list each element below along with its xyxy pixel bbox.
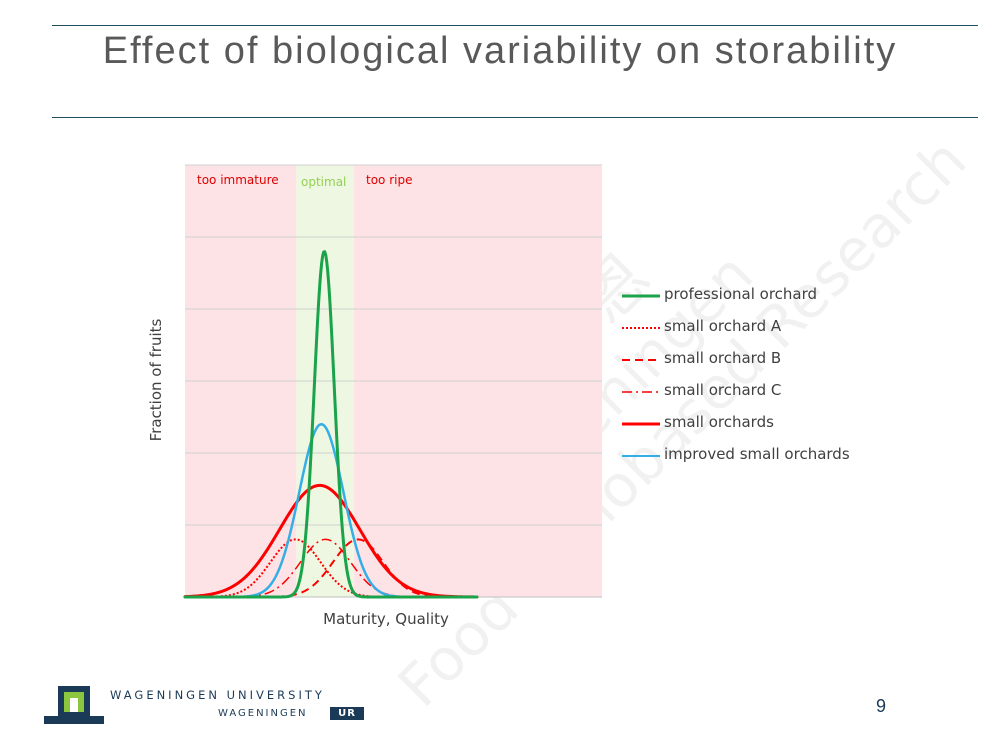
zone-label-optimal: optimal <box>301 175 347 189</box>
chart-series <box>183 250 479 599</box>
page-number: 9 <box>876 696 887 716</box>
wageningen-logo-icon <box>44 686 104 724</box>
title-rule-top <box>52 25 978 26</box>
legend-swatch-small-orchard-b <box>622 359 660 361</box>
legend-swatch-small-orchard-a <box>622 327 660 329</box>
legend-label: improved small orchards <box>664 445 850 463</box>
logo-ur-badge: UR <box>330 707 364 720</box>
legend-label: small orchard C <box>664 381 782 399</box>
legend-swatch-professional-orchard <box>622 294 660 298</box>
legend-label: small orchard A <box>664 317 782 335</box>
title-rule-bottom <box>52 117 978 118</box>
series-professional-orchard <box>183 250 479 599</box>
y-axis-label: Fraction of fruits <box>147 318 165 442</box>
x-axis-label: Maturity, Quality <box>323 610 449 628</box>
zone-label-too-immature: too immature <box>197 173 279 187</box>
series-small-orchards <box>183 483 479 599</box>
legend-label: small orchard B <box>664 349 782 367</box>
legend-label: small orchards <box>664 413 774 431</box>
logo-university-text: WAGENINGEN UNIVERSITY <box>110 688 325 702</box>
legend-swatch-small-orchard-c <box>622 391 660 393</box>
logo-wageningen-ur-text: WAGENINGEN <box>218 708 308 719</box>
zone-label-too-ripe: too ripe <box>366 173 413 187</box>
legend-swatch-small-orchards <box>622 422 660 426</box>
slide-title: Effect of biological variability on stor… <box>102 30 898 72</box>
legend-swatch-improved-small-orchards <box>622 455 660 457</box>
legend-label: professional orchard <box>664 285 818 303</box>
